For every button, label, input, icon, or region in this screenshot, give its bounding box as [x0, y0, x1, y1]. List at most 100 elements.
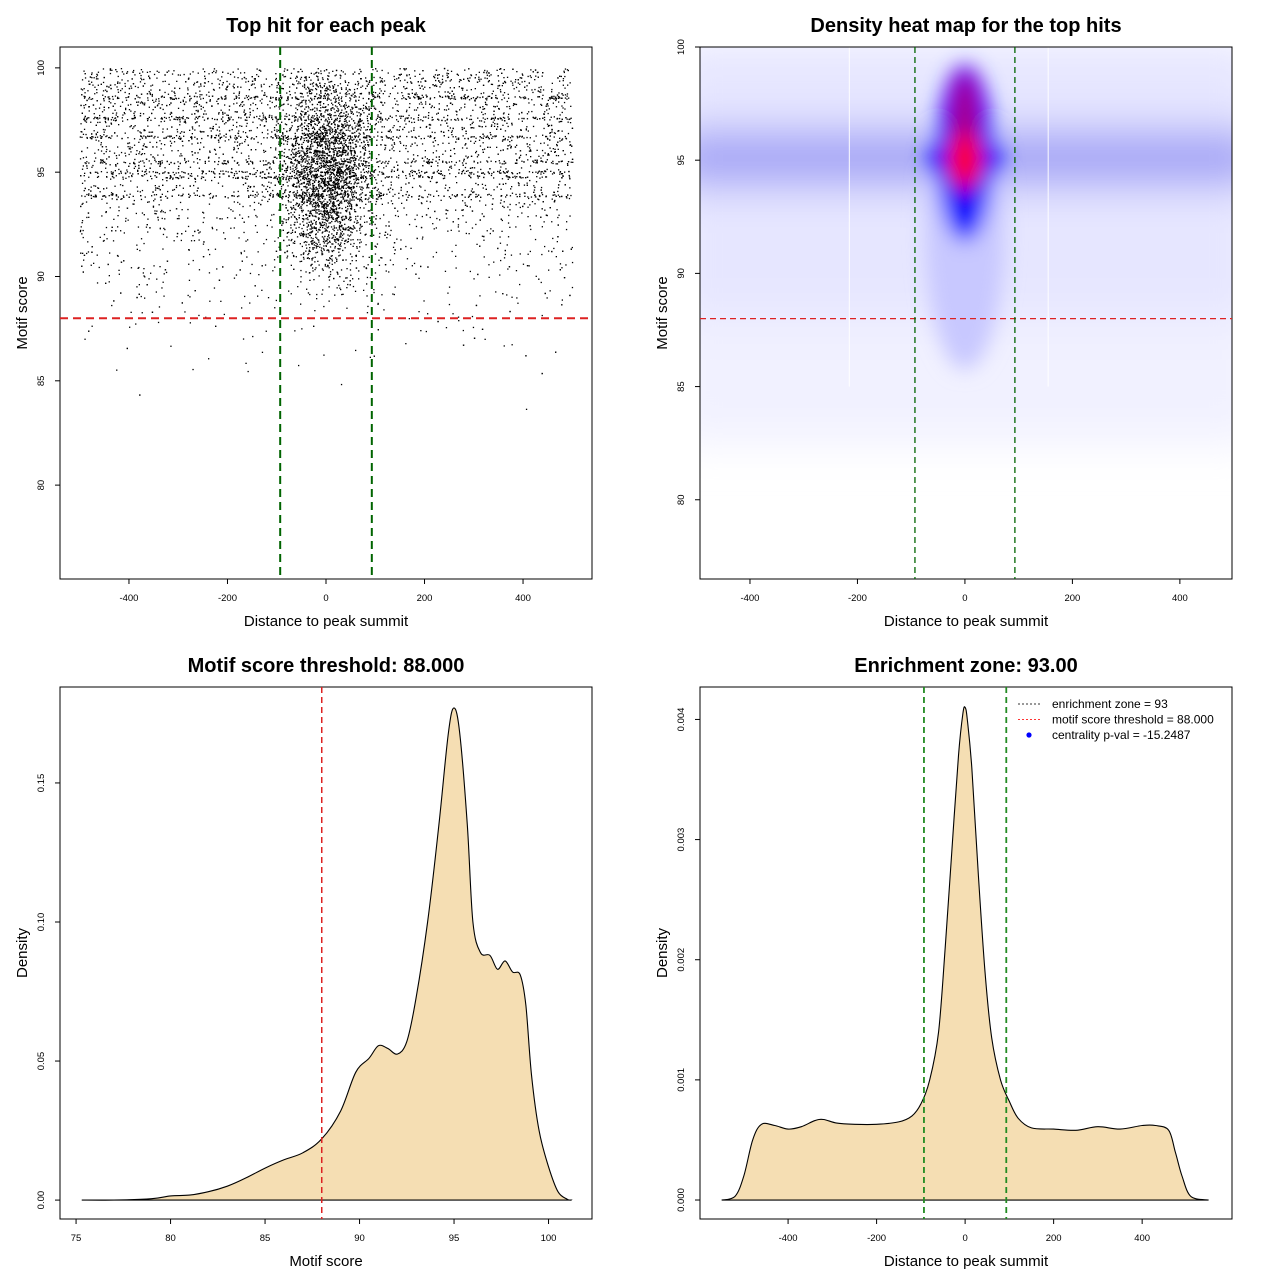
- scatter-point: [471, 210, 474, 212]
- scatter-point: [139, 131, 141, 133]
- scatter-point: [335, 114, 337, 117]
- scatter-point: [93, 118, 95, 120]
- scatter-point: [438, 74, 440, 76]
- scatter-point: [523, 97, 525, 100]
- scatter-point: [340, 75, 342, 77]
- scatter-point: [377, 161, 379, 163]
- scatter-point: [164, 112, 166, 114]
- scatter-point: [413, 118, 415, 120]
- scatter-point: [543, 119, 546, 121]
- scatter-point: [320, 201, 322, 203]
- scatter-point: [197, 72, 199, 74]
- scatter-point: [392, 264, 394, 266]
- scatter-point: [429, 180, 432, 183]
- scatter-point: [233, 103, 235, 105]
- scatter-point: [417, 117, 419, 119]
- scatter-point: [299, 161, 301, 163]
- scatter-point: [520, 97, 522, 99]
- scatter-point: [565, 138, 568, 140]
- scatter-point: [310, 116, 313, 118]
- scatter-point: [145, 169, 147, 171]
- scatter-point: [103, 76, 105, 79]
- scatter-point: [245, 113, 247, 115]
- scatter-point: [420, 138, 422, 140]
- scatter-point: [455, 209, 457, 211]
- scatter-point: [501, 119, 503, 121]
- scatter-point: [399, 68, 401, 70]
- scatter-point: [190, 136, 193, 138]
- scatter-point: [500, 91, 502, 93]
- scatter-point: [199, 130, 201, 132]
- scatter-point: [179, 175, 181, 177]
- scatter-point: [108, 195, 110, 197]
- scatter-point: [565, 117, 567, 119]
- scatter-point: [367, 141, 369, 143]
- scatter-point: [433, 195, 435, 197]
- scatter-point: [83, 128, 86, 130]
- scatter-point: [556, 94, 559, 96]
- scatter-point: [507, 268, 509, 270]
- scatter-point: [418, 311, 420, 313]
- scatter-point: [491, 137, 493, 139]
- scatter-point: [338, 238, 340, 240]
- scatter-point: [464, 189, 466, 191]
- scatter-point: [272, 161, 274, 163]
- scatter-point: [151, 93, 153, 96]
- scatter-point: [506, 122, 508, 124]
- scatter-point: [530, 76, 532, 79]
- scatter-point: [464, 137, 466, 140]
- scatter-point: [408, 131, 410, 133]
- scatter-point: [366, 221, 368, 223]
- scatter-point: [396, 119, 398, 121]
- scatter-point: [231, 129, 233, 131]
- scatter-point: [140, 295, 142, 298]
- scatter-point: [475, 223, 477, 226]
- scatter-point: [341, 160, 343, 163]
- scatter-point: [557, 148, 559, 150]
- scatter-point: [303, 175, 305, 177]
- scatter-point: [245, 78, 247, 80]
- scatter-point: [340, 131, 342, 133]
- scatter-point: [136, 94, 138, 97]
- scatter-point: [490, 74, 492, 76]
- scatter-point: [322, 289, 324, 291]
- scatter-point: [288, 194, 290, 196]
- scatter-point: [130, 125, 132, 127]
- scatter-point: [197, 109, 199, 112]
- scatter-point: [379, 88, 381, 90]
- scatter-point: [108, 156, 110, 158]
- scatter-point: [535, 181, 538, 183]
- scatter-point: [366, 108, 368, 110]
- scatter-point: [268, 198, 270, 200]
- scatter-point: [219, 176, 221, 178]
- scatter-point: [482, 96, 484, 98]
- scatter-point: [396, 176, 398, 178]
- scatter-point: [96, 73, 98, 75]
- scatter-point: [143, 174, 146, 176]
- scatter-point: [114, 117, 116, 119]
- scatter-point: [445, 109, 448, 111]
- scatter-point: [442, 142, 444, 144]
- scatter-point: [456, 182, 458, 184]
- scatter-point: [84, 120, 86, 122]
- scatter-point: [100, 137, 103, 139]
- scatter-point: [431, 131, 433, 133]
- scatter-point: [233, 149, 235, 151]
- scatter-point: [320, 101, 322, 103]
- scatter-point: [151, 112, 153, 115]
- scatter-point: [159, 189, 161, 191]
- scatter-point: [436, 113, 438, 115]
- scatter-point: [415, 160, 417, 162]
- scatter-point: [492, 90, 494, 92]
- scatter-point: [318, 241, 320, 243]
- scatter-point: [105, 196, 107, 198]
- scatter-point: [109, 68, 112, 70]
- scatter-point: [254, 87, 256, 89]
- scatter-point: [255, 172, 257, 174]
- scatter-point: [514, 146, 517, 148]
- scatter-point: [341, 234, 344, 236]
- scatter-point: [411, 92, 413, 94]
- scatter-point: [293, 153, 295, 155]
- scatter-point: [507, 145, 509, 147]
- scatter-point: [506, 176, 508, 178]
